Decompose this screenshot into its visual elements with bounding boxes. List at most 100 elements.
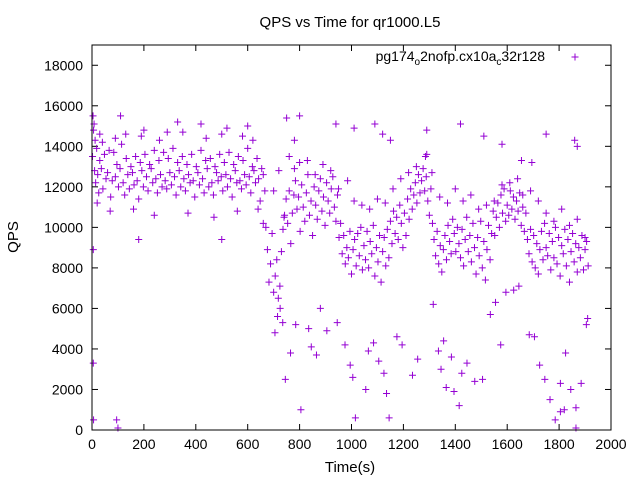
data-point bbox=[553, 260, 561, 268]
data-point bbox=[414, 355, 422, 363]
data-point bbox=[216, 150, 224, 158]
data-point bbox=[513, 197, 521, 205]
data-point bbox=[550, 254, 558, 262]
data-point bbox=[455, 240, 463, 248]
data-point bbox=[311, 171, 319, 179]
data-point bbox=[218, 130, 226, 138]
data-point bbox=[276, 282, 284, 290]
data-point bbox=[398, 341, 406, 349]
data-point bbox=[505, 211, 513, 219]
data-point bbox=[327, 167, 335, 175]
data-point bbox=[428, 169, 436, 177]
data-point bbox=[348, 270, 355, 278]
data-point bbox=[99, 185, 107, 193]
data-point bbox=[569, 229, 577, 237]
data-point bbox=[140, 126, 148, 134]
data-point bbox=[108, 177, 116, 185]
data-point bbox=[486, 311, 494, 318]
data-point bbox=[370, 339, 378, 347]
y-tick-label: 0 bbox=[75, 422, 83, 438]
legend-label-part-1: pg174 bbox=[376, 48, 415, 64]
data-point bbox=[192, 163, 200, 171]
data-point bbox=[333, 191, 341, 199]
data-point bbox=[471, 244, 479, 252]
data-point bbox=[581, 246, 589, 254]
data-point bbox=[341, 341, 349, 349]
data-point bbox=[364, 347, 372, 355]
data-point bbox=[305, 325, 313, 333]
data-point bbox=[379, 248, 387, 256]
data-point bbox=[452, 248, 460, 256]
data-point bbox=[230, 161, 238, 169]
data-point bbox=[559, 250, 567, 258]
data-point bbox=[280, 213, 288, 221]
data-point bbox=[374, 258, 382, 266]
data-point bbox=[220, 159, 228, 167]
data-point bbox=[237, 185, 245, 193]
data-point bbox=[429, 300, 437, 308]
data-point bbox=[111, 173, 119, 181]
data-point bbox=[223, 183, 231, 191]
data-point bbox=[447, 250, 455, 258]
data-point bbox=[267, 260, 275, 268]
data-point bbox=[205, 183, 213, 191]
data-point bbox=[290, 136, 298, 144]
data-point bbox=[312, 351, 320, 359]
data-point bbox=[287, 349, 295, 357]
data-point bbox=[352, 262, 360, 270]
data-point bbox=[203, 165, 211, 173]
data-point bbox=[327, 185, 335, 193]
y-tick-label: 8000 bbox=[52, 260, 83, 276]
data-point bbox=[244, 144, 252, 152]
data-point bbox=[571, 136, 579, 144]
data-point bbox=[419, 165, 427, 173]
data-point bbox=[550, 217, 558, 225]
data-point bbox=[551, 416, 559, 424]
data-point bbox=[531, 264, 539, 272]
data-point bbox=[444, 199, 452, 207]
data-point bbox=[227, 175, 235, 183]
data-point bbox=[321, 221, 329, 229]
data-point bbox=[389, 185, 397, 193]
data-point bbox=[265, 278, 273, 286]
data-point bbox=[393, 333, 401, 341]
y-tick-label: 4000 bbox=[52, 341, 83, 357]
data-point bbox=[498, 181, 506, 189]
data-point bbox=[372, 244, 380, 252]
data-point bbox=[562, 262, 570, 270]
data-point bbox=[542, 244, 550, 252]
data-point bbox=[335, 185, 343, 193]
data-point bbox=[437, 365, 445, 373]
data-point bbox=[577, 379, 585, 387]
data-point bbox=[277, 248, 285, 256]
data-point bbox=[161, 177, 169, 185]
data-point bbox=[138, 167, 146, 175]
data-point bbox=[567, 248, 575, 256]
data-point bbox=[425, 211, 433, 219]
data-point bbox=[455, 402, 463, 410]
data-point bbox=[349, 246, 357, 254]
data-point bbox=[407, 185, 415, 193]
data-point bbox=[288, 209, 296, 217]
data-point bbox=[137, 132, 145, 140]
data-point bbox=[202, 157, 210, 164]
data-point bbox=[208, 179, 216, 187]
data-point bbox=[424, 197, 432, 205]
data-point bbox=[135, 236, 143, 244]
data-point bbox=[244, 122, 252, 130]
data-point bbox=[446, 238, 454, 246]
data-point bbox=[463, 359, 471, 367]
data-point bbox=[332, 120, 340, 128]
data-point bbox=[527, 187, 535, 195]
data-point bbox=[434, 347, 442, 355]
data-point bbox=[89, 359, 97, 367]
data-point bbox=[533, 240, 541, 248]
data-point bbox=[181, 187, 189, 195]
data-point bbox=[460, 262, 468, 270]
data-point bbox=[242, 181, 250, 189]
data-point bbox=[281, 375, 289, 383]
data-point bbox=[408, 205, 416, 213]
data-point bbox=[282, 195, 290, 203]
data-point bbox=[233, 207, 241, 215]
data-point bbox=[122, 130, 130, 138]
